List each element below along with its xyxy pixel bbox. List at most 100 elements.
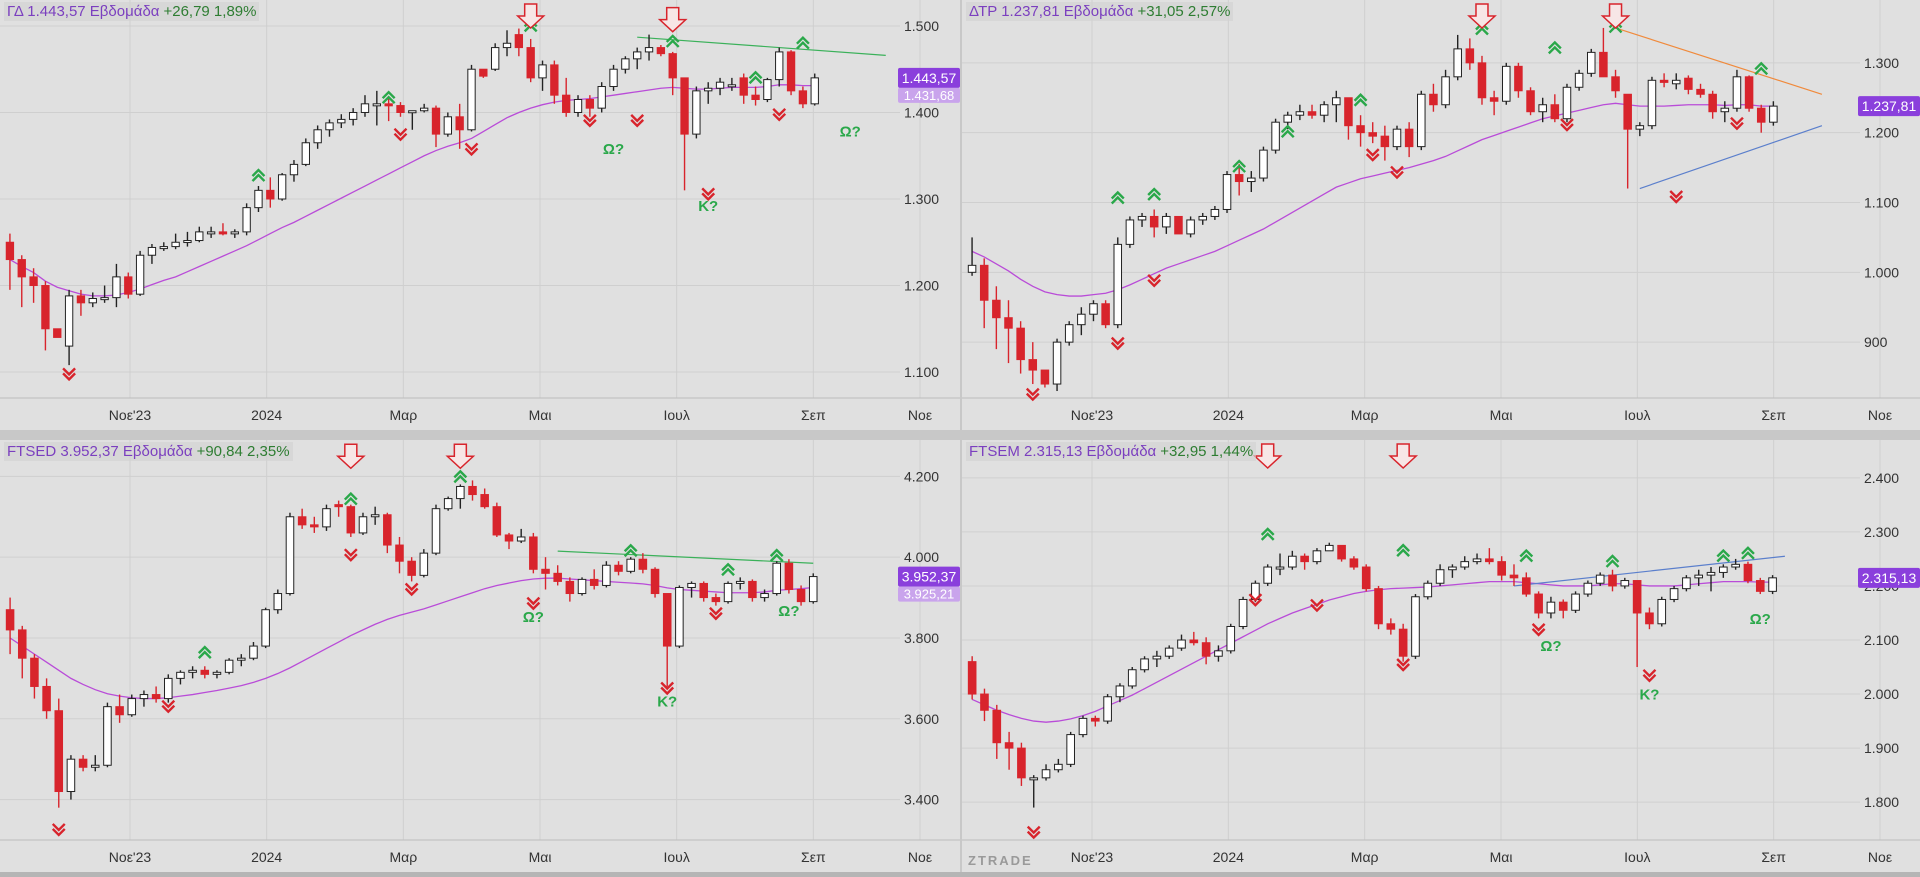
down-signal-icon bbox=[660, 681, 675, 696]
up-signal-icon bbox=[748, 70, 763, 85]
x-tick-label: Ιουλ bbox=[1624, 849, 1650, 865]
candle-body bbox=[1164, 647, 1174, 657]
candle-body bbox=[310, 524, 319, 528]
candle-body bbox=[1374, 588, 1383, 625]
candle-body bbox=[1392, 128, 1402, 148]
candle-body bbox=[967, 264, 977, 273]
down-signal-icon bbox=[1669, 190, 1684, 204]
down-signal-icon bbox=[630, 114, 645, 128]
x-tick-label: Μαι bbox=[1490, 849, 1513, 865]
pattern-label: Κ? bbox=[657, 694, 677, 711]
candle-body bbox=[1534, 593, 1543, 614]
candle-body bbox=[103, 706, 112, 766]
candle-body bbox=[1271, 121, 1280, 151]
candle-body bbox=[135, 254, 145, 295]
candle-body bbox=[200, 669, 210, 675]
y-tick-label: 1.300 bbox=[1864, 55, 1899, 71]
candle-body bbox=[687, 582, 696, 588]
candle-body bbox=[1571, 593, 1580, 611]
x-tick-label: Νοε'23 bbox=[109, 849, 152, 865]
ma-tag bbox=[898, 87, 960, 103]
big-down-arrow-icon bbox=[1252, 443, 1283, 470]
candle-body bbox=[704, 87, 713, 92]
candle-body bbox=[206, 231, 216, 235]
candle-body bbox=[538, 64, 547, 79]
down-signal-icon bbox=[1026, 825, 1041, 840]
candle-body bbox=[541, 568, 550, 574]
y-tick-label: 2.300 bbox=[1864, 524, 1899, 540]
candle-body bbox=[621, 58, 630, 70]
candle-body bbox=[692, 90, 701, 135]
chart-panel-ftsem[interactable]: FTSEM 2.315,13 Εβδομάδα +32,95 1,44% ZTRA… bbox=[962, 440, 1920, 872]
up-signal-icon bbox=[343, 491, 358, 506]
down-signal-icon bbox=[526, 596, 541, 611]
candle-body bbox=[1489, 97, 1499, 102]
candle-body bbox=[1423, 582, 1433, 598]
candle-body bbox=[1583, 582, 1593, 595]
pattern-label: Ω? bbox=[1750, 611, 1771, 628]
candle-body bbox=[1089, 303, 1098, 315]
y-tick-label: 2.400 bbox=[1864, 470, 1899, 486]
candle-body bbox=[1497, 561, 1506, 576]
candle-body bbox=[5, 241, 15, 261]
candle-body bbox=[334, 504, 343, 508]
candle-body bbox=[1756, 107, 1766, 123]
chart-panel-gd[interactable]: ΓΔ 1.443,57 Εβδομάδα +26,79 1,89% Νοε'23 2… bbox=[0, 0, 960, 430]
candle-body bbox=[1632, 580, 1642, 614]
candle-body bbox=[407, 560, 416, 576]
candle-body bbox=[1140, 658, 1149, 671]
candle-body bbox=[565, 580, 575, 595]
x-tick-label: Νοε'23 bbox=[109, 407, 152, 423]
candle-body bbox=[124, 276, 133, 295]
pattern-label: Ω? bbox=[603, 141, 624, 158]
candle-body bbox=[1186, 219, 1195, 235]
candle-body bbox=[1659, 79, 1669, 83]
candle-body bbox=[711, 597, 721, 603]
candle-body bbox=[431, 107, 441, 135]
down-signal-icon bbox=[1730, 116, 1744, 131]
candle-body bbox=[1769, 105, 1778, 123]
chart-panel-ftsed[interactable]: FTSED 3.952,37 Εβδομάδα +90,84 2,35% Νοε'… bbox=[0, 440, 960, 872]
y-tick-label: 2.100 bbox=[1864, 632, 1899, 648]
candle-body bbox=[1295, 111, 1305, 116]
chart-panel-dtr[interactable]: ΔΤΡ 1.237,81 Εβδομάδα +31,05 2,57% Νοε'23… bbox=[962, 0, 1920, 430]
candle-body bbox=[1398, 628, 1408, 657]
candle-body bbox=[273, 593, 283, 611]
price-tag-label: 1.443,57 bbox=[902, 70, 957, 86]
candle-body bbox=[261, 609, 270, 647]
candle-body bbox=[53, 328, 62, 338]
candle-body bbox=[1283, 114, 1292, 123]
candle-body bbox=[1149, 215, 1159, 228]
x-tick-label: Μαρ bbox=[389, 849, 417, 865]
candle-body bbox=[171, 241, 180, 248]
candle-body bbox=[668, 53, 677, 79]
y-tick-label: 3.400 bbox=[904, 792, 939, 808]
horizontal-scrollbar[interactable] bbox=[0, 872, 1920, 877]
x-tick-label: Ιουλ bbox=[663, 849, 689, 865]
candle-body bbox=[573, 99, 583, 113]
candle-body bbox=[810, 77, 819, 105]
candle-body bbox=[1448, 566, 1457, 571]
y-tick-label: 1.200 bbox=[904, 278, 939, 294]
ma-tag-label: 3.925,21 bbox=[904, 587, 955, 602]
x-tick-label: Σεπ bbox=[801, 407, 826, 423]
candle-body bbox=[784, 562, 794, 590]
x-tick-label: Νοε'23 bbox=[1071, 407, 1114, 423]
candle-body bbox=[763, 79, 772, 100]
x-tick-label: Σεπ bbox=[801, 849, 826, 865]
candle-body bbox=[396, 105, 405, 113]
candle-body bbox=[372, 103, 381, 107]
candle-body bbox=[112, 276, 121, 299]
candle-body bbox=[1485, 558, 1494, 563]
y-tick-label: 1.300 bbox=[904, 191, 939, 207]
candle-body bbox=[662, 593, 672, 647]
up-signal-icon bbox=[1605, 554, 1620, 568]
candle-body bbox=[1558, 601, 1568, 611]
candle-body bbox=[626, 558, 635, 572]
down-signal-icon bbox=[51, 823, 66, 837]
down-signal-icon bbox=[161, 699, 176, 714]
candle-body bbox=[1101, 303, 1110, 326]
down-signal-icon bbox=[1025, 387, 1040, 402]
candle-body bbox=[360, 103, 370, 113]
x-tick-label: Μαι bbox=[529, 849, 552, 865]
